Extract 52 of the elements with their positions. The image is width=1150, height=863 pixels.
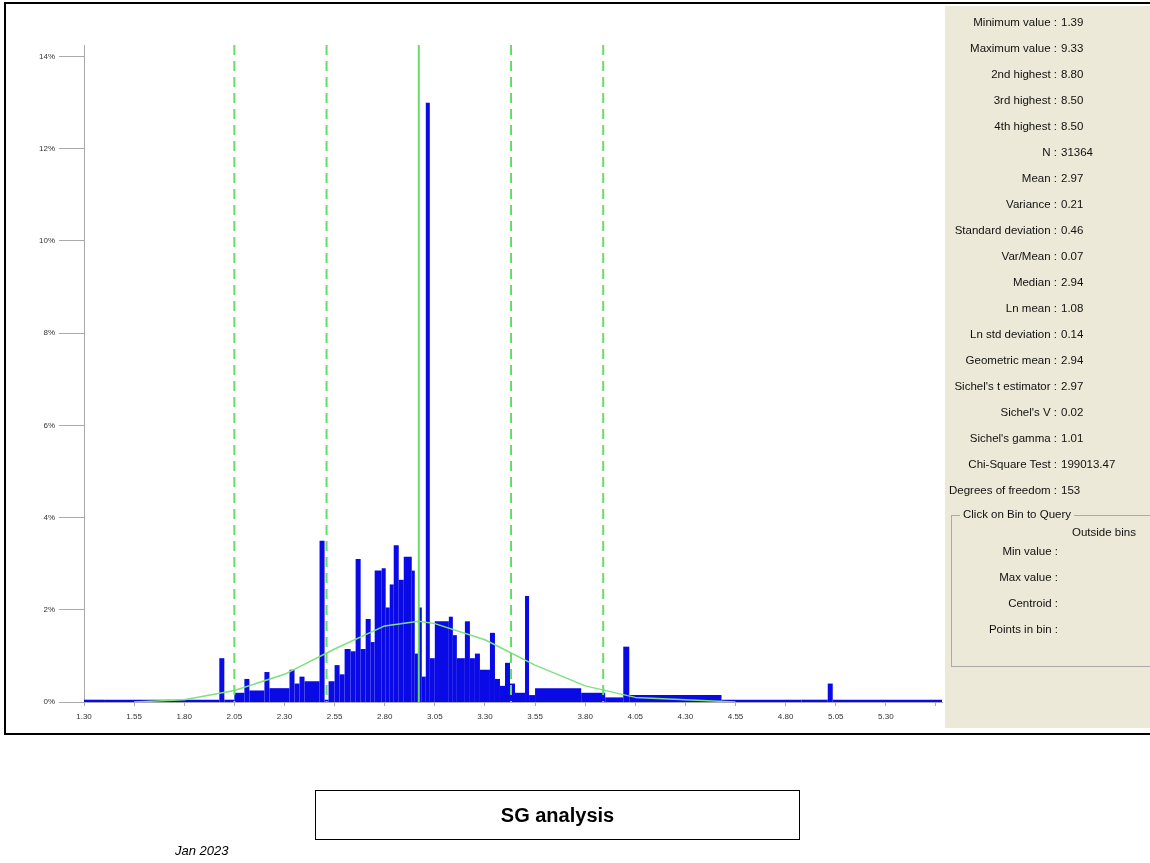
text: Standard deviation : 0.46 — [953, 224, 1084, 236]
text: 3rd highest : 8.50 — [992, 94, 1084, 106]
x-tick-label: 4.30 — [677, 712, 694, 721]
y-tick-label: 0% — [43, 697, 55, 707]
text: Geometric mean : 2.94 — [964, 354, 1084, 366]
text: Outside bins — [1072, 526, 1136, 538]
text: Centroid : — [1007, 597, 1058, 609]
text: Sichel's V : 0.02 — [999, 406, 1084, 418]
text: Mean : 2.97 — [1020, 172, 1084, 184]
y-tick-label: 12% — [38, 143, 55, 153]
y-tick-label: 6% — [43, 420, 55, 430]
text: Median : 2.94 — [1011, 276, 1084, 288]
y-tick-label: 14% — [38, 51, 55, 61]
text: Min value : — [1001, 545, 1058, 557]
x-tick-label: 3.80 — [577, 712, 594, 721]
y-tick-label: 8% — [43, 328, 55, 338]
text: Click on Bin to Query — [960, 508, 1075, 520]
text: Ln mean : 1.08 — [1004, 302, 1084, 314]
x-tick-label: 3.05 — [427, 712, 444, 721]
text: Sichel's gamma : 1.01 — [968, 432, 1084, 444]
text: N : 31364 — [1041, 146, 1093, 158]
x-tick-label: 5.05 — [827, 712, 845, 721]
x-tick-label: 2.80 — [376, 712, 394, 721]
x-tick-label: 3.55 — [527, 712, 544, 721]
text: Maximum value : 9.33 — [969, 42, 1084, 54]
x-tick-label: 4.55 — [727, 712, 744, 721]
text: Minimum value : 1.39 — [972, 16, 1084, 28]
text: 4th highest : 8.50 — [993, 120, 1084, 132]
text: Ln std deviation : 0.14 — [969, 328, 1084, 340]
text: 2nd highest : 8.80 — [990, 68, 1084, 80]
text: Variance : 0.21 — [1005, 198, 1084, 210]
x-tick-label: 2.05 — [226, 712, 243, 721]
x-tick-label: 2.30 — [276, 712, 293, 721]
text: Var/Mean : 0.07 — [1000, 250, 1084, 262]
text: Degrees of freedom : 153 — [947, 484, 1081, 496]
x-tick-label: 4.80 — [777, 712, 794, 721]
x-tick-label: 3.30 — [477, 712, 494, 721]
text: SG analysis — [315, 790, 800, 840]
y-tick-label: 4% — [43, 512, 55, 522]
text: Max value : — [998, 571, 1058, 583]
text: Points in bin : — [987, 623, 1058, 635]
x-tick-label: 5.30 — [878, 712, 895, 721]
x-tick-label: 1.55 — [126, 712, 143, 721]
x-tick-label: 4.05 — [627, 712, 644, 721]
text: Chi-Square Test : 199013.47 — [967, 458, 1116, 470]
x-tick-label: 1.30 — [76, 712, 93, 721]
y-tick-label: 10% — [38, 236, 55, 246]
text: Sichel's t estimator : 2.97 — [953, 380, 1084, 392]
text: Jan 2023 — [175, 843, 229, 858]
x-tick-label: 2.55 — [326, 712, 343, 721]
y-tick-label: 2% — [43, 604, 55, 614]
x-tick-label: 1.80 — [176, 712, 193, 721]
